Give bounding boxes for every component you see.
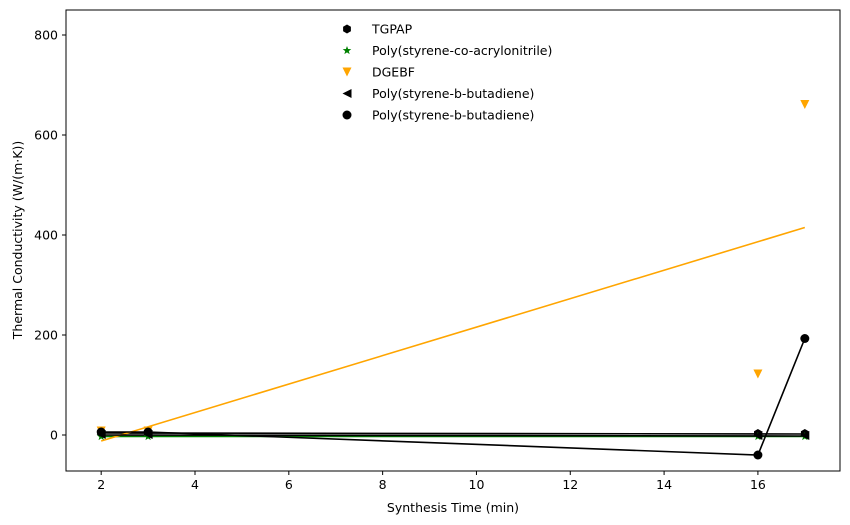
- x-tick-label: 8: [379, 477, 387, 492]
- y-tick-label: 600: [34, 128, 58, 143]
- legend-marker-1: [342, 46, 352, 55]
- series-2-line: [100, 226, 806, 442]
- series-4-point-1: [143, 427, 153, 437]
- legend-label-3: Poly(styrene-b-butadiene): [372, 86, 534, 101]
- series-3-point-2: [753, 431, 763, 440]
- series-4-point-3: [800, 334, 810, 343]
- plot-frame: [65, 9, 841, 472]
- series-2-point-2: [753, 369, 763, 379]
- y-axis-title: Thermal Conductivity (W/(m·K)): [10, 141, 25, 340]
- plot-lines: [100, 226, 806, 456]
- legend-label-1: Poly(styrene-co-acrylonitrile): [372, 43, 552, 58]
- legend: TGPAP Poly(styrene-co-acrylonitrile) DGEBF…: [342, 22, 552, 123]
- y-tick-label: 200: [34, 328, 58, 343]
- x-tick-label: 14: [656, 477, 672, 492]
- x-tick-label: 10: [469, 477, 485, 492]
- legend-label-2: DGEBF: [372, 65, 415, 80]
- legend-label-0: TGPAP: [371, 22, 413, 37]
- x-tick-label: 6: [285, 477, 293, 492]
- legend-marker-3: [342, 89, 352, 98]
- y-tick-label: 800: [34, 28, 58, 43]
- legend-label-4: Poly(styrene-b-butadiene): [372, 108, 534, 123]
- series-2-point-3: [800, 100, 810, 109]
- x-tick-label: 2: [97, 477, 105, 492]
- series-0-line: [101, 432, 805, 435]
- x-axis-ticks: 2 4 6 8 10 12 14 16: [97, 471, 766, 492]
- series-3-point-3: [800, 431, 810, 440]
- series-4-point-2: [753, 450, 763, 460]
- legend-marker-0: [343, 24, 351, 34]
- plot-markers: [96, 100, 810, 460]
- x-tick-label: 16: [750, 477, 766, 492]
- series-4-line: [101, 338, 806, 456]
- legend-marker-2: [342, 67, 352, 77]
- series-3-line: [101, 434, 805, 437]
- y-tick-label: 0: [50, 428, 58, 443]
- x-tick-label: 12: [562, 477, 578, 492]
- series-4-point-0: [96, 427, 106, 437]
- x-axis-title: Synthesis Time (min): [387, 500, 519, 515]
- x-tick-label: 4: [191, 477, 199, 492]
- legend-marker-4: [342, 110, 352, 120]
- y-axis-ticks: 0 200 400 600 800: [34, 28, 66, 443]
- y-tick-label: 400: [34, 228, 58, 243]
